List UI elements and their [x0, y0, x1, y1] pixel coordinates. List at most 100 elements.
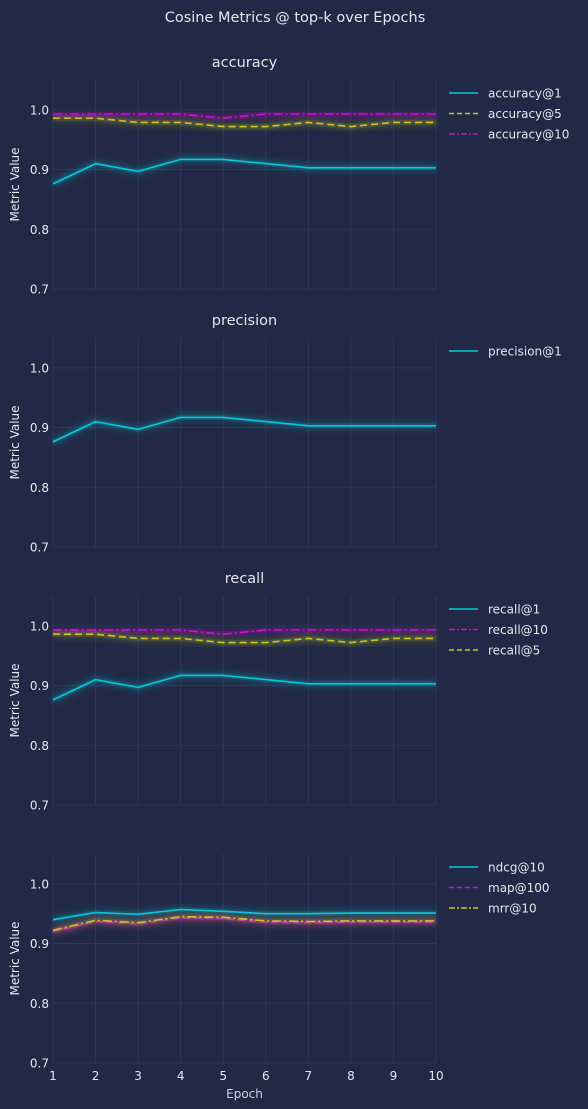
data-point	[179, 915, 182, 918]
data-point	[179, 113, 182, 116]
series-accuracy@10	[53, 109, 438, 123]
subplot-title: recall	[225, 571, 264, 587]
series-line	[52, 915, 436, 932]
data-point	[179, 908, 182, 911]
data-point	[307, 629, 310, 632]
data-point	[392, 113, 395, 116]
data-point	[435, 682, 438, 685]
data-point	[349, 113, 352, 116]
data-point	[435, 166, 438, 169]
series-line	[53, 113, 436, 119]
series-recall@1	[51, 670, 438, 704]
x-axis-label: Epoch	[226, 1087, 263, 1101]
data-point	[392, 682, 395, 685]
data-point	[435, 121, 438, 124]
subplot-title: precision	[212, 313, 277, 329]
y-tick-label: 0.7	[30, 799, 49, 813]
data-point	[435, 912, 438, 915]
data-point	[222, 158, 225, 161]
data-point	[137, 113, 140, 116]
y-tick-label: 0.9	[30, 937, 49, 951]
x-tick-label: 5	[219, 1069, 227, 1083]
series-recall@5	[53, 629, 436, 648]
data-point	[137, 629, 140, 632]
data-point	[264, 113, 267, 116]
legend-label: mrr@10	[488, 902, 537, 916]
legend-label: ndcg@10	[488, 861, 545, 875]
data-point	[222, 117, 225, 120]
data-point	[349, 919, 352, 922]
data-point	[94, 162, 97, 165]
legend-label: accuracy@1	[488, 87, 562, 101]
data-point	[307, 121, 310, 124]
y-tick-label: 0.9	[30, 679, 49, 693]
y-tick-label: 0.8	[30, 739, 49, 753]
series-accuracy@1	[51, 154, 438, 188]
series-accuracy@5	[53, 113, 438, 132]
subplot-2: precision 0.7 0.8 0.9 1.0 Metric Value precisi…	[8, 313, 562, 555]
series-line	[53, 629, 436, 636]
legend-entry: accuracy@5	[449, 107, 562, 121]
legend-entry: accuracy@10	[449, 128, 569, 142]
subplot-4: 0.7 0.8 0.9 1.0 Metric Value 1 2 3 4 5 6 7 8 9 10 Epoch…	[8, 854, 550, 1101]
subplot-1: accuracy 0.7 0.8 0.9 1.0 Metric Value accuracy…	[8, 55, 569, 297]
data-point	[392, 637, 395, 640]
x-tick-label: 1	[49, 1069, 57, 1083]
y-tick-label: 0.7	[30, 541, 49, 555]
data-point	[264, 420, 267, 423]
data-point	[264, 125, 267, 128]
data-point	[264, 678, 267, 681]
series-line	[53, 117, 436, 128]
data-point	[307, 682, 310, 685]
data-point	[137, 121, 140, 124]
data-point	[307, 637, 310, 640]
data-point	[137, 637, 140, 640]
legend-label: recall@1	[488, 603, 540, 617]
x-tick-label: 2	[92, 1069, 100, 1083]
data-point	[349, 912, 352, 915]
series-precision@1	[51, 412, 436, 446]
legend-entry: ndcg@10	[449, 861, 545, 875]
data-point	[137, 170, 140, 173]
x-tick-label: 3	[134, 1069, 142, 1083]
series-mrr@10	[51, 912, 436, 935]
legend-label: accuracy@5	[488, 107, 562, 121]
legend-entry: recall@5	[449, 644, 540, 658]
x-tick-label: 4	[177, 1069, 185, 1083]
data-point	[179, 674, 182, 677]
data-point	[222, 674, 225, 677]
series-ndcg@10	[52, 905, 438, 925]
subplot-3: recall 0.7 0.8 0.9 1.0 Metric Value recall@1 re…	[8, 571, 548, 813]
y-tick-label: 0.7	[30, 1057, 49, 1071]
series-line	[53, 633, 436, 644]
data-point	[137, 428, 140, 431]
legend-label: precision@1	[488, 345, 562, 359]
data-point	[222, 633, 225, 636]
data-point	[264, 912, 267, 915]
data-point	[222, 641, 225, 644]
data-point	[392, 919, 395, 922]
x-tick-label: 10	[428, 1069, 443, 1083]
data-point	[179, 158, 182, 161]
data-point	[349, 125, 352, 128]
y-axis-label: Metric Value	[8, 147, 22, 221]
data-point	[349, 682, 352, 685]
data-point	[222, 910, 225, 913]
y-tick-label: 0.9	[30, 163, 49, 177]
data-point	[222, 125, 225, 128]
legend-label: map@100	[488, 881, 550, 895]
data-point	[349, 641, 352, 644]
data-point	[349, 424, 352, 427]
data-point	[307, 166, 310, 169]
y-axis-label: Metric Value	[8, 921, 22, 995]
data-point	[307, 920, 310, 923]
data-point	[264, 919, 267, 922]
data-point	[349, 166, 352, 169]
data-point	[179, 121, 182, 124]
data-point	[264, 641, 267, 644]
data-point	[137, 913, 140, 916]
data-point	[435, 113, 438, 116]
y-axis-label: Metric Value	[8, 663, 22, 737]
figure-title: Cosine Metrics @ top-k over Epochs	[165, 10, 426, 26]
data-point	[179, 637, 182, 640]
